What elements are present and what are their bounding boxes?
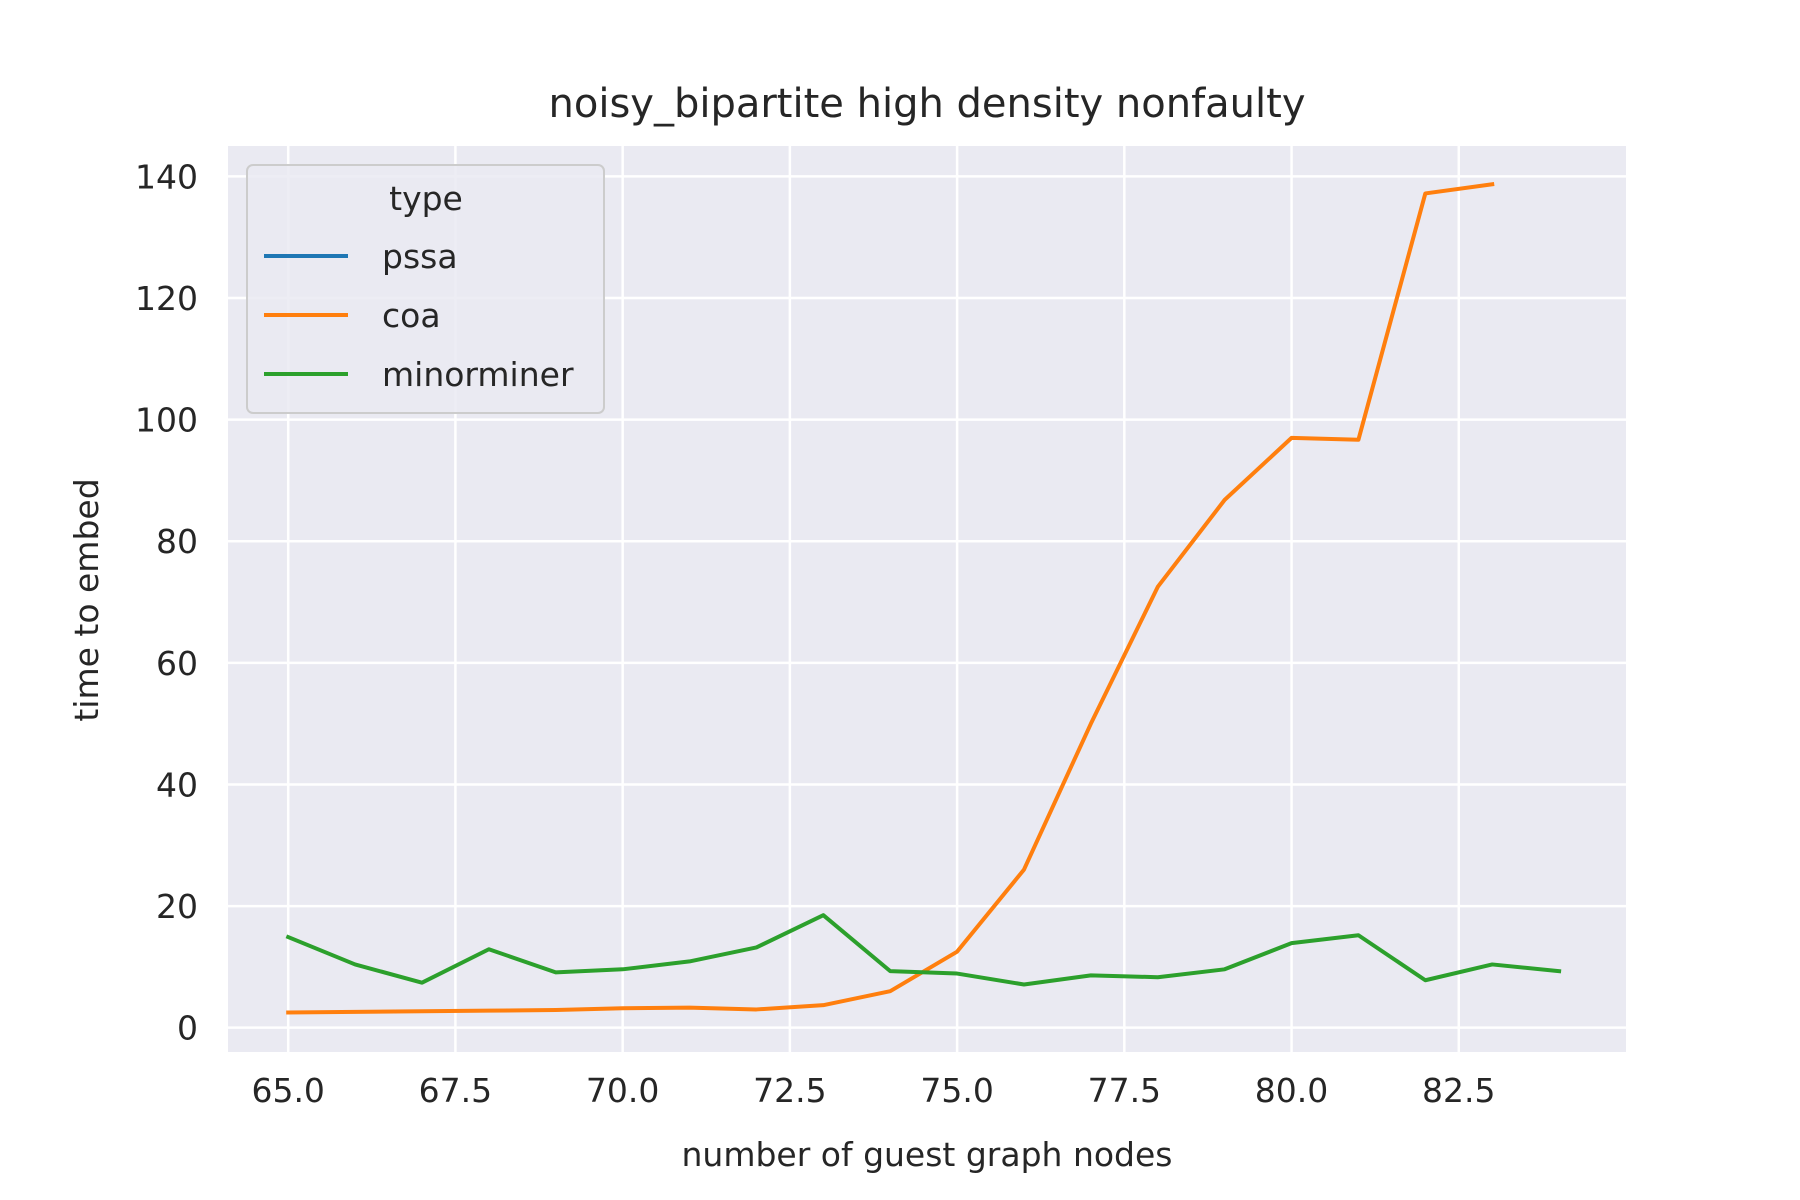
x-axis-label: number of guest graph nodes [681, 1135, 1172, 1174]
y-tick-label: 60 [156, 644, 198, 683]
x-tick-labels: 65.0 67.5 70.0 72.5 75.0 77.5 80.0 82.5 [251, 1071, 1495, 1110]
legend-label-pssa: pssa [382, 237, 458, 276]
y-tick-label: 140 [135, 157, 198, 196]
x-tick-label: 75.0 [920, 1071, 993, 1110]
x-tick-label: 67.5 [419, 1071, 492, 1110]
chart-title: noisy_bipartite high density nonfaulty [549, 81, 1306, 127]
x-tick-label: 65.0 [251, 1071, 324, 1110]
series-lines [285, 182, 1562, 1015]
y-tick-label: 100 [135, 401, 198, 440]
y-tick-label: 0 [177, 1009, 198, 1048]
legend: type pssa coa minorminer [246, 164, 605, 414]
x-tick-label: 72.5 [753, 1071, 826, 1110]
legend-box [246, 164, 605, 414]
grid-lines [228, 146, 1626, 1052]
y-tick-label: 20 [156, 887, 198, 926]
y-tick-label: 80 [156, 522, 198, 561]
y-axis-label: time to embed [67, 478, 106, 721]
y-tick-label: 120 [135, 279, 198, 318]
legend-label-coa: coa [382, 296, 441, 335]
y-tick-label: 40 [156, 765, 198, 804]
legend-title: type [389, 179, 463, 218]
x-tick-label: 70.0 [586, 1071, 659, 1110]
x-tick-label: 82.5 [1422, 1071, 1495, 1110]
legend-label-minorminer: minorminer [382, 355, 574, 394]
series-line-coa [286, 182, 1495, 1015]
x-tick-label: 80.0 [1255, 1071, 1328, 1110]
y-tick-labels: 0 20 40 60 80 100 120 140 [135, 157, 198, 1047]
x-tick-label: 77.5 [1088, 1071, 1161, 1110]
series-line-minorminer [285, 913, 1562, 987]
